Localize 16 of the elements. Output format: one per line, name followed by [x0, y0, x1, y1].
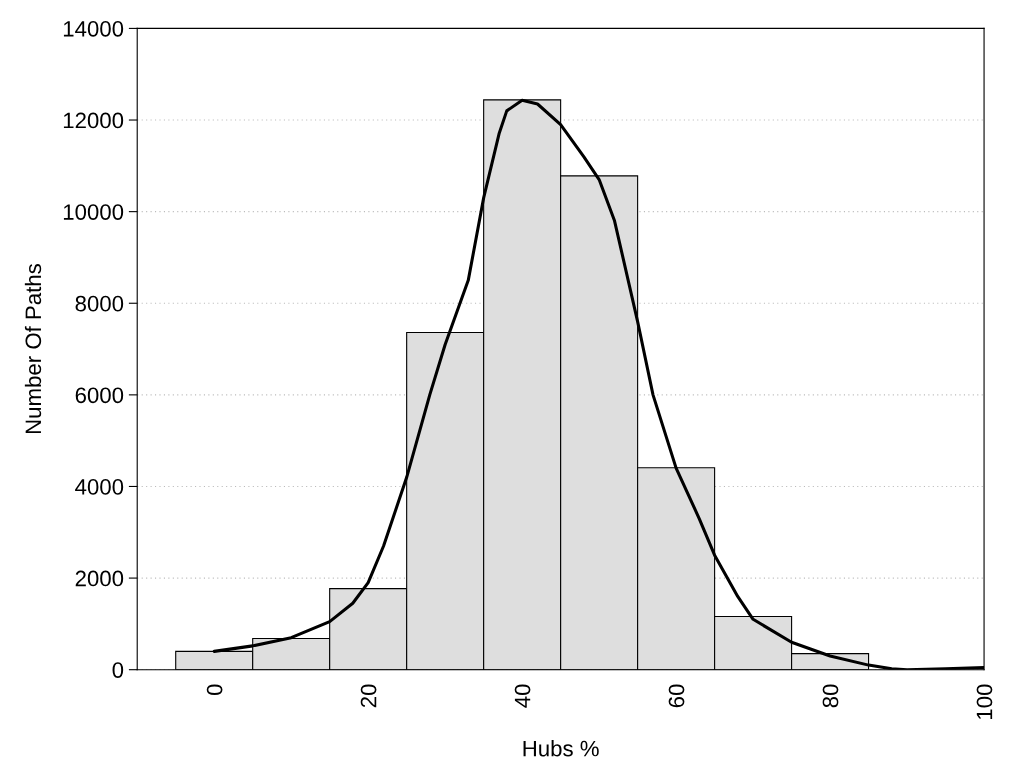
- y-tick-label: 8000: [75, 295, 124, 312]
- x-tick-label: 100: [976, 684, 993, 719]
- y-tick-label: 0: [112, 662, 124, 678]
- y-tick-label: 2000: [75, 570, 124, 587]
- y-tick-label: 4000: [75, 479, 124, 495]
- y-tick-label: 10000: [63, 204, 124, 220]
- x-axis-title: Hubs %: [523, 740, 599, 757]
- y-axis-title: Number Of Paths: [24, 264, 42, 434]
- y-tick-label: 12000: [63, 112, 124, 129]
- y-tick-label: 6000: [75, 387, 124, 404]
- x-tick-label: 80: [822, 684, 839, 708]
- x-tick-label: 60: [668, 684, 685, 708]
- x-tick-label: 20: [360, 684, 377, 708]
- y-tick-label: 14000: [63, 20, 124, 37]
- x-tick-label: 40: [514, 684, 531, 708]
- x-tick-label: 0: [206, 684, 223, 696]
